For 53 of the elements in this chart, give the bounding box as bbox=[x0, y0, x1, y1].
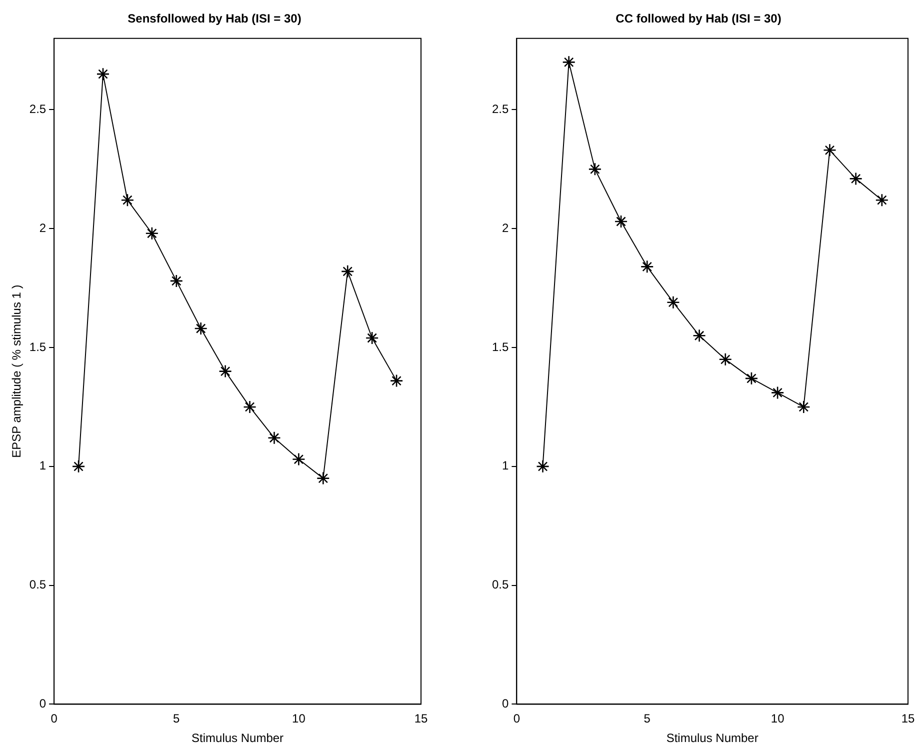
y-tick-label: 0.5 bbox=[492, 578, 509, 592]
point bbox=[718, 352, 732, 366]
point bbox=[666, 296, 680, 309]
x-tick-label: 5 bbox=[173, 712, 180, 726]
y-tick-label: 1 bbox=[502, 458, 509, 473]
point bbox=[72, 460, 86, 474]
y-tick-label: 1.5 bbox=[492, 340, 509, 354]
point bbox=[340, 264, 354, 278]
y-tick-label: 0.5 bbox=[29, 578, 46, 592]
y-tick-label: 2.5 bbox=[29, 102, 46, 116]
y-tick-label: 0 bbox=[502, 696, 509, 711]
x-axis-title: Stimulus Number bbox=[666, 731, 758, 746]
point bbox=[823, 144, 836, 157]
y-tick-label: 2.5 bbox=[492, 102, 509, 116]
point bbox=[268, 431, 281, 445]
point bbox=[536, 460, 550, 474]
point bbox=[640, 260, 654, 274]
x-tick-label: 15 bbox=[901, 712, 915, 726]
point bbox=[390, 374, 404, 388]
point bbox=[797, 400, 810, 414]
x-tick-label: 15 bbox=[414, 712, 428, 726]
x-tick-label: 10 bbox=[770, 712, 785, 726]
point bbox=[614, 214, 628, 228]
point bbox=[588, 162, 602, 176]
point bbox=[849, 172, 862, 186]
x-tick-label: 0 bbox=[50, 712, 58, 726]
chart-title: Sensfollowed by Hab (ISI = 30) bbox=[128, 12, 302, 26]
point bbox=[875, 193, 889, 207]
x-tick-label: 0 bbox=[513, 712, 520, 726]
point bbox=[96, 67, 110, 81]
y-tick-label: 1.5 bbox=[29, 340, 46, 354]
x-tick-label: 10 bbox=[292, 712, 306, 726]
y-axis-title: EPSP amplitude ( % stimulus 1 ) bbox=[10, 284, 24, 458]
point bbox=[170, 274, 184, 288]
point bbox=[562, 56, 576, 69]
x-axis-title: Stimulus Number bbox=[192, 731, 284, 746]
y-tick-label: 2 bbox=[39, 220, 46, 235]
x-tick-label: 5 bbox=[644, 712, 651, 726]
y-tick-label: 1 bbox=[39, 458, 46, 473]
point bbox=[194, 322, 208, 336]
point bbox=[218, 364, 232, 378]
point bbox=[145, 226, 159, 240]
point bbox=[243, 400, 256, 414]
point bbox=[292, 452, 306, 466]
y-tick-label: 0 bbox=[39, 696, 46, 711]
point bbox=[365, 331, 379, 345]
point bbox=[744, 372, 758, 386]
point bbox=[692, 328, 706, 342]
point bbox=[316, 472, 330, 485]
y-tick-label: 2 bbox=[502, 220, 509, 235]
point bbox=[120, 193, 134, 207]
point bbox=[770, 386, 784, 400]
chart-title: CC followed by Hab (ISI = 30) bbox=[616, 12, 782, 26]
